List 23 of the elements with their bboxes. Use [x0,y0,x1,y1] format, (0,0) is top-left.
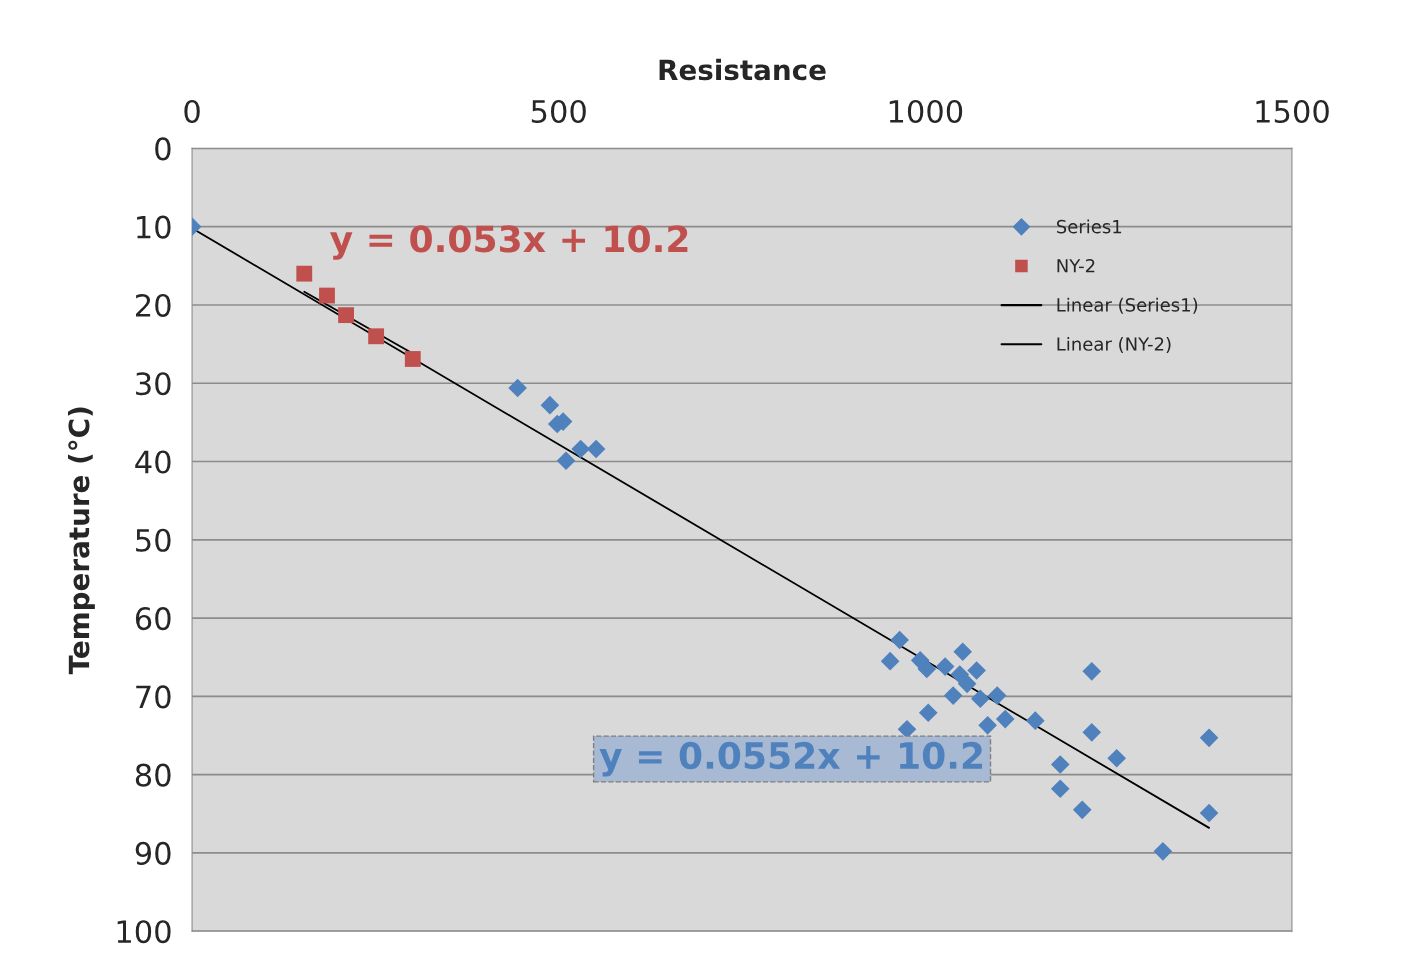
annotation: y = 0.0552x + 10.2 [599,741,982,777]
y-tick-label: 20 [135,293,171,318]
y-tick-label: 10 [137,215,171,239]
annotation: y = 0.053x + 10.2 [330,225,688,260]
y-tick-label: 70 [136,685,171,709]
y-tick-label: 0 [155,137,171,161]
x-tick-label: 1500 [1256,99,1329,124]
x-axis-title: Resistance [659,58,826,81]
legend-label: Linear (Series1) [1057,297,1198,314]
x-tick-label: 500 [531,99,586,124]
y-tick-label: 30 [136,372,171,396]
y-tick-label: 40 [135,450,171,474]
legend-label: Series1 [1056,219,1122,234]
x-tick-label: 1000 [889,99,963,124]
y-tick-label: 100 [117,920,171,944]
y-tick-label: 90 [135,841,171,865]
x-tick-label: 0 [184,99,200,124]
y-tick-label: 80 [135,763,171,787]
y-axis-title: Temperature (°C) [68,407,95,675]
legend-label: Linear (NY-2) [1057,336,1171,353]
legend-label: NY-2 [1057,258,1095,273]
y-tick-label: 60 [135,607,171,631]
y-tick-label: 50 [136,528,171,552]
